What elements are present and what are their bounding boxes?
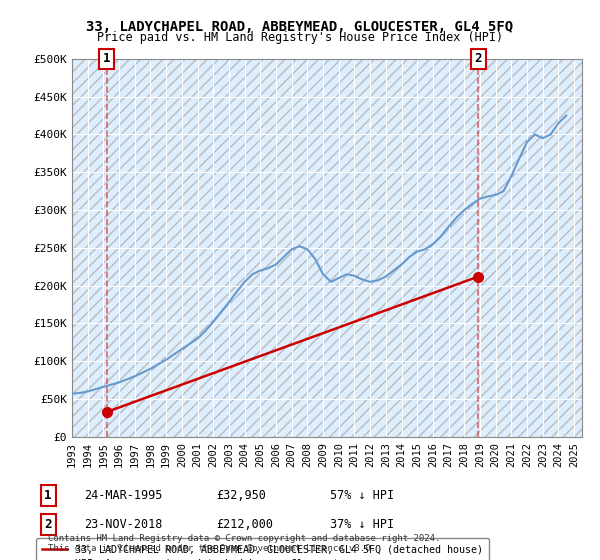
Text: 33, LADYCHAPEL ROAD, ABBEYMEAD, GLOUCESTER, GL4 5FQ: 33, LADYCHAPEL ROAD, ABBEYMEAD, GLOUCEST… <box>86 20 514 34</box>
Text: £32,950: £32,950 <box>216 489 266 502</box>
Text: 1: 1 <box>44 489 52 502</box>
Text: Contains HM Land Registry data © Crown copyright and database right 2024.
This d: Contains HM Land Registry data © Crown c… <box>48 534 440 553</box>
Text: Price paid vs. HM Land Registry's House Price Index (HPI): Price paid vs. HM Land Registry's House … <box>97 31 503 44</box>
Text: 2: 2 <box>44 518 52 531</box>
Text: 37% ↓ HPI: 37% ↓ HPI <box>330 518 394 531</box>
Text: 57% ↓ HPI: 57% ↓ HPI <box>330 489 394 502</box>
Text: 24-MAR-1995: 24-MAR-1995 <box>84 489 163 502</box>
Legend: 33, LADYCHAPEL ROAD, ABBEYMEAD, GLOUCESTER, GL4 5FQ (detached house), HPI: Avera: 33, LADYCHAPEL ROAD, ABBEYMEAD, GLOUCEST… <box>36 539 489 560</box>
Text: £212,000: £212,000 <box>216 518 273 531</box>
Text: 23-NOV-2018: 23-NOV-2018 <box>84 518 163 531</box>
Text: 2: 2 <box>475 52 482 66</box>
Text: 1: 1 <box>103 52 111 66</box>
